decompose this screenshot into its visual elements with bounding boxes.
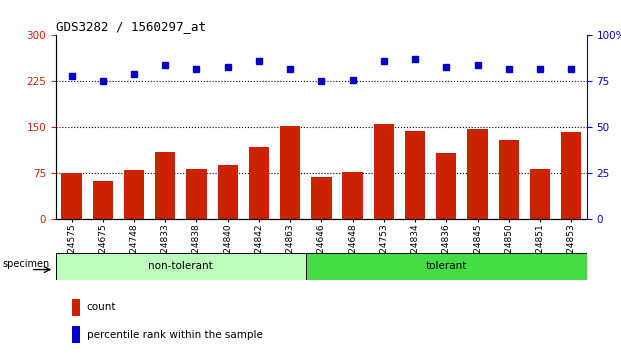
Bar bbox=[280, 126, 301, 219]
Bar bbox=[72, 299, 80, 315]
Bar bbox=[186, 169, 207, 219]
Bar bbox=[155, 152, 175, 219]
Bar bbox=[499, 140, 519, 219]
Bar bbox=[311, 177, 332, 219]
Bar bbox=[405, 131, 425, 219]
Text: percentile rank within the sample: percentile rank within the sample bbox=[87, 330, 263, 340]
Bar bbox=[61, 173, 81, 219]
Bar bbox=[93, 182, 113, 219]
Text: tolerant: tolerant bbox=[425, 261, 467, 272]
Bar bbox=[124, 170, 144, 219]
Bar bbox=[249, 147, 269, 219]
Bar bbox=[342, 172, 363, 219]
Bar bbox=[468, 129, 487, 219]
Bar bbox=[217, 165, 238, 219]
Text: count: count bbox=[87, 302, 116, 312]
Bar bbox=[72, 326, 80, 343]
Text: specimen: specimen bbox=[3, 259, 50, 269]
Bar bbox=[530, 169, 550, 219]
Text: non-tolerant: non-tolerant bbox=[148, 261, 213, 272]
Bar bbox=[561, 132, 581, 219]
Bar bbox=[436, 153, 456, 219]
Bar bbox=[306, 253, 587, 280]
Bar bbox=[56, 253, 306, 280]
Bar bbox=[374, 124, 394, 219]
Text: GDS3282 / 1560297_at: GDS3282 / 1560297_at bbox=[56, 20, 206, 33]
